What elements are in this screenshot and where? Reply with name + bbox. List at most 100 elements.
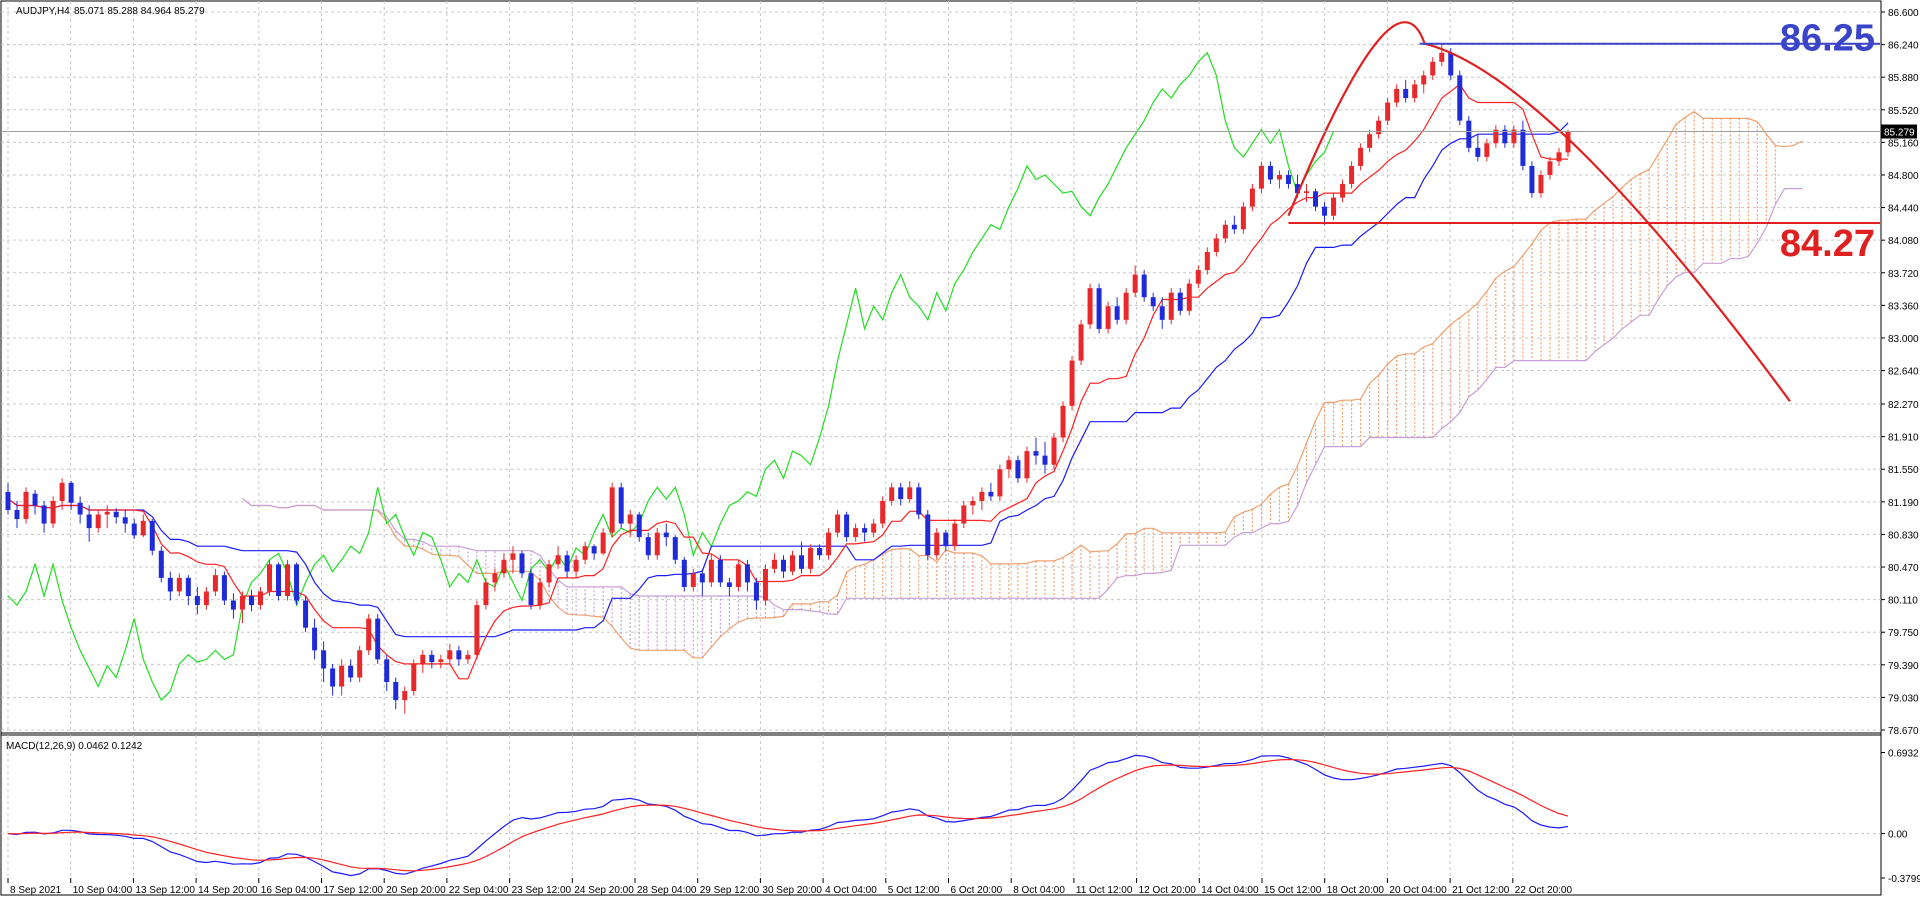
candle-body [808,548,814,569]
candle-body [771,559,777,569]
price-tick-label: 79.390 [1888,661,1919,672]
candle-body [1015,460,1021,479]
price-tick-label: 81.190 [1888,498,1919,509]
candle-body [862,528,868,533]
candle-body [456,650,462,660]
candle-body [835,514,841,533]
candle-body [790,555,796,572]
symbol-header: AUDJPY,H4 [16,6,70,17]
candle-body [762,568,768,601]
candle-body [1051,437,1057,465]
ohlc-header: 85.071 85.288 84.964 85.279 [74,6,205,17]
candle-body [95,514,101,529]
candle-body [826,532,832,556]
candle-body [1087,288,1093,325]
candle-body [321,650,327,669]
candle-body [726,582,732,587]
candle-body [1141,274,1147,298]
candle-body [1069,360,1075,406]
candle-body [708,559,714,583]
candle-body [1033,451,1039,456]
candle-body [582,546,588,560]
candle-body [627,514,633,524]
price-tick-label: 82.640 [1888,367,1919,378]
candle-body [384,659,390,683]
candle-body [1105,306,1111,329]
price-tick-label: 86.600 [1888,8,1919,19]
candle-body [203,591,209,606]
candle-body [339,665,345,687]
candle-body [907,487,913,500]
candle-body [799,555,805,569]
candle-body [1475,147,1481,157]
candle-body [744,564,750,583]
candle-body [285,564,291,596]
candle-body [1520,129,1526,166]
candle-body [898,487,904,500]
price-tick-label: 79.750 [1888,628,1919,639]
candle-body [140,520,146,536]
support-label: 84.27 [1780,223,1875,265]
candle-body [600,532,606,554]
candle-body [59,482,65,501]
candle-body [510,553,516,560]
time-tick-label: 22 Oct 20:00 [1515,885,1573,896]
ichimoku-chikou-line [7,51,1335,702]
candle-body [1565,131,1571,153]
candle-body [1150,297,1156,307]
time-tick-label: 11 Oct 12:00 [1076,885,1133,896]
candle-body [717,559,723,583]
candle-body [1448,52,1454,76]
price-tick-label: 82.270 [1888,400,1919,411]
candle-body [1285,174,1291,185]
time-tick-label: 14 Sep 20:00 [198,885,258,896]
candle-body [357,650,363,678]
candle-body [402,691,408,701]
candle-body [176,577,182,592]
candle-body [239,595,245,610]
candle-body [1222,224,1228,239]
candle-body [1394,88,1400,103]
price-tick-label: 79.030 [1888,693,1919,704]
candle-body [1529,165,1535,194]
candle-body [1213,238,1219,252]
time-tick-label: 8 Sep 2021 [10,885,62,896]
time-tick-label: 14 Oct 04:00 [1201,885,1259,896]
candle-body [149,520,155,551]
candle-body [1186,283,1192,311]
candle-body [573,559,579,572]
candle-body [1457,75,1463,121]
resistance-label: 86.25 [1780,18,1875,60]
price-tick-label: 86.240 [1888,41,1919,52]
candle-body [1024,451,1030,479]
candle-body [934,532,940,556]
candle-body [636,514,642,538]
candle-body [970,500,976,506]
candle-body [1340,184,1346,198]
candle-body [871,523,877,533]
candle-body [780,559,786,572]
candle-body [672,537,678,560]
candle-body [1060,405,1066,438]
candle-body [961,505,967,524]
candle-body [1096,288,1102,329]
candle-body [194,595,200,606]
candle-body [14,509,20,520]
candle-body [86,514,92,529]
candle-body [880,500,886,524]
macd-tick-label: 0.6932 [1888,748,1919,759]
candle-body [1231,224,1237,230]
macd-tick-label: -0.3799 [1888,874,1920,885]
price-tick-label: 83.000 [1888,334,1919,345]
candle-body [1511,129,1517,144]
candle-body [1168,292,1174,320]
candle-body [438,659,444,663]
candle-body [1258,165,1264,189]
candle-body [50,500,56,524]
price-tick-label: 80.110 [1888,596,1918,607]
candle-body [41,505,47,524]
candle-body [1430,61,1436,76]
candle-body [1303,191,1309,194]
price-tick-label: 80.470 [1888,563,1919,574]
